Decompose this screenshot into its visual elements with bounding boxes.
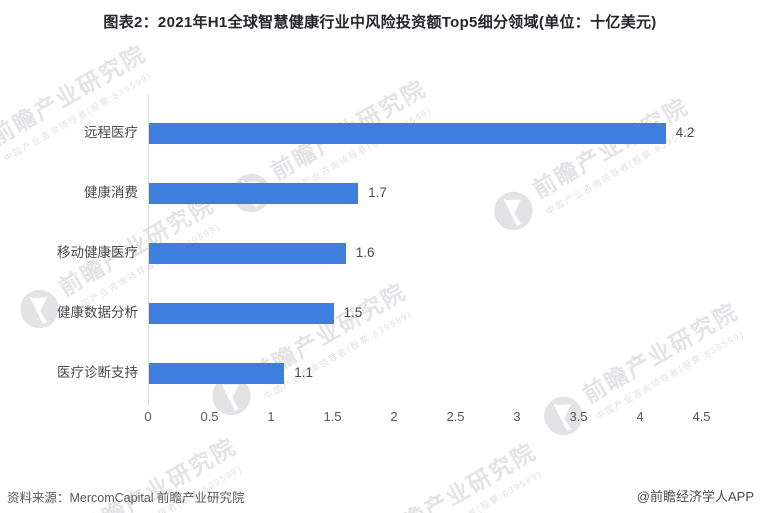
value-label: 1.1 xyxy=(294,365,314,380)
value-label: 1.6 xyxy=(355,245,375,260)
value-label: 4.2 xyxy=(675,125,695,140)
category-label: 健康消费 xyxy=(84,185,138,200)
x-axis-tick-label: 2.5 xyxy=(446,409,465,424)
page-title: 图表2：2021年H1全球智慧健康行业中风险投资额Top5细分领域(单位：十亿美… xyxy=(103,14,657,31)
bar xyxy=(149,242,346,264)
credit-text: @前瞻经济学人APP xyxy=(636,489,754,504)
x-axis-tick-label: 1 xyxy=(267,409,275,424)
y-axis-line xyxy=(148,95,149,406)
category-label: 健康数据分析 xyxy=(57,305,138,320)
value-label: 1.7 xyxy=(368,185,387,200)
x-axis-tick-label: 4 xyxy=(636,409,644,424)
value-label: 1.5 xyxy=(343,305,363,320)
source-text: 资料来源：MercomCapital 前瞻产业研究院 xyxy=(7,491,245,505)
x-axis-tick-label: 2 xyxy=(390,409,398,424)
category-label: 远程医疗 xyxy=(84,125,138,140)
x-axis-tick-label: 0 xyxy=(144,409,152,424)
category-label: 移动健康医疗 xyxy=(57,245,138,260)
bar xyxy=(149,362,285,384)
bar xyxy=(149,182,359,204)
x-axis-tick-label: 4.5 xyxy=(692,409,711,424)
x-axis-tick-label: 0.5 xyxy=(200,409,219,424)
bar xyxy=(149,122,666,144)
x-axis-tick-label: 3 xyxy=(513,409,521,424)
x-axis-tick-label: 3.5 xyxy=(569,409,588,424)
bar xyxy=(149,302,334,324)
category-label: 医疗诊断支持 xyxy=(57,365,138,380)
x-axis-tick-label: 1.5 xyxy=(323,409,342,424)
